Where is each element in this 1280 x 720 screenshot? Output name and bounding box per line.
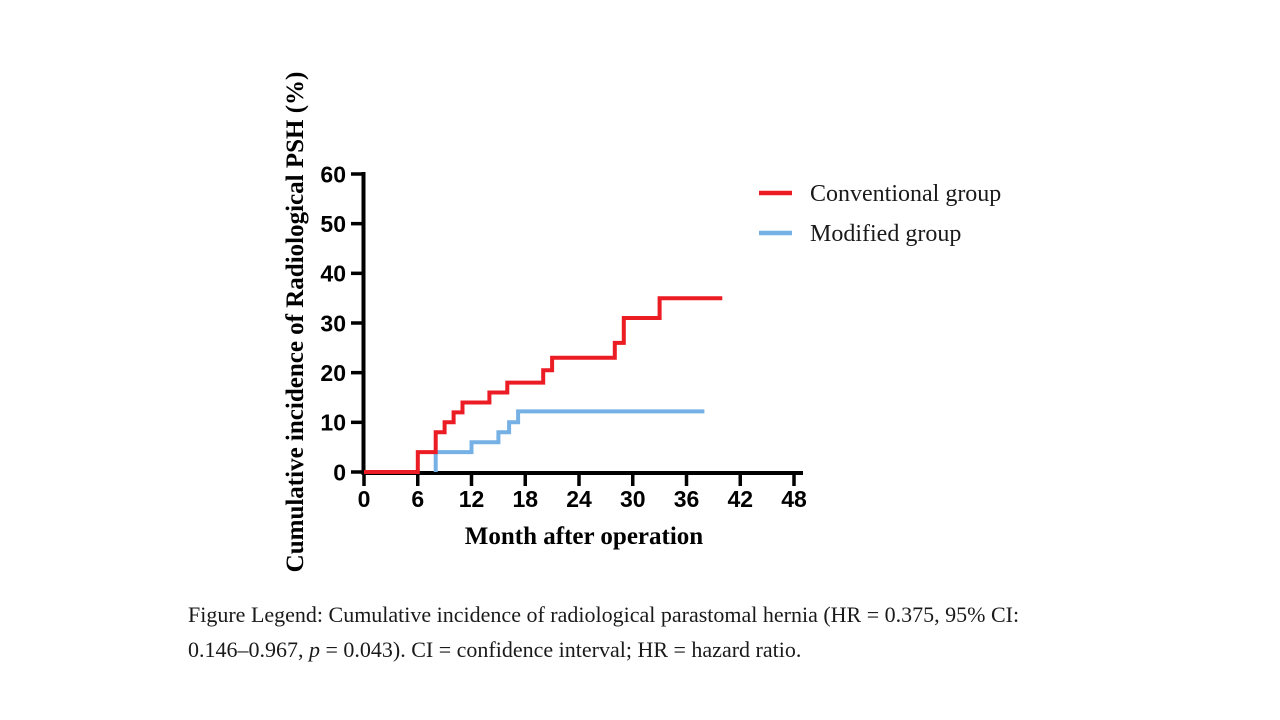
caption-line-1: Figure Legend: Cumulative incidence of r… <box>188 602 1020 627</box>
x-tick-label: 42 <box>727 486 753 512</box>
y-tick-label: 20 <box>320 360 346 386</box>
x-tick-label: 24 <box>566 486 592 512</box>
y-axis-title: Cumulative incidence of Radiological PSH… <box>282 72 309 573</box>
series-layer <box>364 296 723 474</box>
y-tick-label: 60 <box>320 161 346 187</box>
x-tick-label: 12 <box>459 486 485 512</box>
caption-line-2-pre: 0.146–0.967, <box>188 637 309 662</box>
y-tick-label: 0 <box>333 459 346 485</box>
y-tick-label: 40 <box>320 261 346 287</box>
legend-label-modified: Modified group <box>810 221 961 247</box>
series-line-conventional-group <box>364 296 723 474</box>
y-tick-label: 10 <box>320 410 346 436</box>
x-tick-label: 48 <box>781 486 807 512</box>
x-tick-label: 30 <box>620 486 646 512</box>
figure-caption: Figure Legend: Cumulative incidence of r… <box>188 597 1128 667</box>
legend-item-conventional: Conventional group <box>759 181 1001 207</box>
y-tick-label: 30 <box>320 310 346 336</box>
x-tick-label: 36 <box>674 486 700 512</box>
caption-line-2-post: = 0.043). CI = confidence interval; HR =… <box>320 637 802 662</box>
x-axis-title: Month after operation <box>465 523 703 550</box>
legend: Conventional group Modified group <box>759 181 1001 247</box>
x-tick-label: 18 <box>512 486 538 512</box>
caption-line-2: 0.146–0.967, p = 0.043). CI = confidence… <box>188 632 1128 667</box>
y-tick-label: 50 <box>320 211 346 237</box>
legend-label-conventional: Conventional group <box>810 181 1001 207</box>
legend-item-modified: Modified group <box>759 221 961 247</box>
axes-layer: 0 10 20 30 40 50 60 0 6 12 18 24 30 36 42 48 <box>320 161 807 512</box>
x-tick-label: 0 <box>358 486 371 512</box>
x-tick-label: 6 <box>411 486 424 512</box>
caption-p-italic: p <box>309 637 320 662</box>
series-line-modified-group <box>433 409 705 472</box>
